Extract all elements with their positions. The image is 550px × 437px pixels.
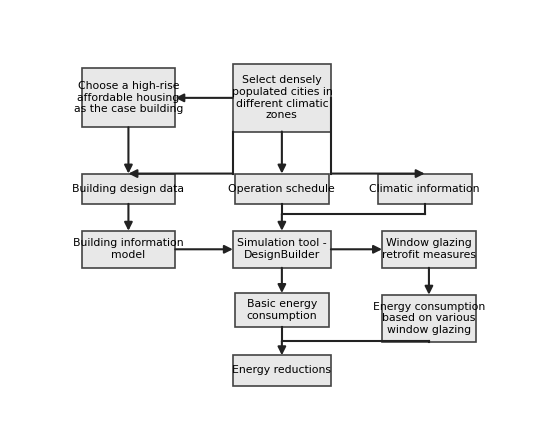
FancyBboxPatch shape <box>81 69 175 127</box>
Text: Energy consumption
based on various
window glazing: Energy consumption based on various wind… <box>373 302 485 335</box>
Text: Window glazing
retrofit measures: Window glazing retrofit measures <box>382 239 476 260</box>
Text: Basic energy
consumption: Basic energy consumption <box>246 299 317 321</box>
FancyBboxPatch shape <box>235 293 329 327</box>
Text: Building design data: Building design data <box>73 184 184 194</box>
FancyBboxPatch shape <box>382 295 476 342</box>
Text: Operation schedule: Operation schedule <box>228 184 336 194</box>
Text: Select densely
populated cities in
different climatic
zones: Select densely populated cities in diffe… <box>232 76 332 120</box>
Text: Building information
model: Building information model <box>73 239 184 260</box>
FancyBboxPatch shape <box>235 173 329 204</box>
FancyBboxPatch shape <box>233 355 331 385</box>
Text: Simulation tool -
DesignBuilder: Simulation tool - DesignBuilder <box>237 239 327 260</box>
FancyBboxPatch shape <box>382 231 476 268</box>
FancyBboxPatch shape <box>233 64 331 132</box>
FancyBboxPatch shape <box>81 173 175 204</box>
FancyBboxPatch shape <box>378 173 471 204</box>
Text: Energy reductions: Energy reductions <box>232 365 331 375</box>
Text: Climatic information: Climatic information <box>370 184 480 194</box>
FancyBboxPatch shape <box>81 231 175 268</box>
FancyBboxPatch shape <box>233 231 331 268</box>
Text: Choose a high-rise
affordable housing
as the case building: Choose a high-rise affordable housing as… <box>74 81 183 114</box>
